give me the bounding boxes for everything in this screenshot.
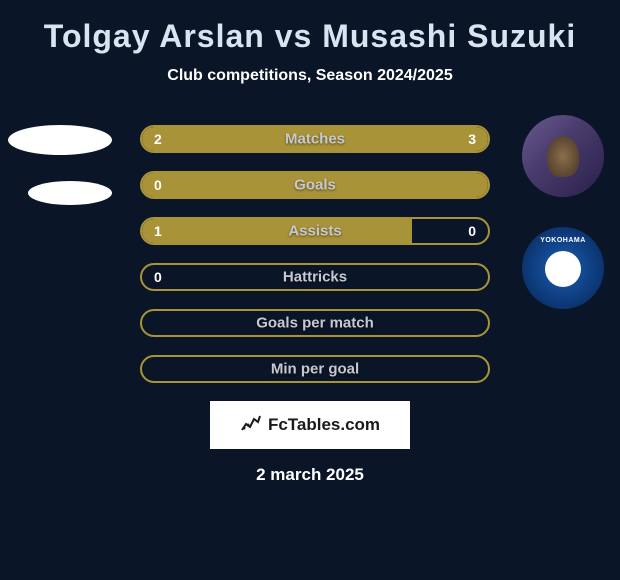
branding-text: FcTables.com bbox=[268, 415, 380, 435]
stats-bars: 2 3 Matches 0 Goals 1 0 Assists 0 Hattricks Goals … bbox=[140, 125, 490, 383]
left-avatar-column bbox=[8, 125, 112, 231]
stat-row-hattricks: 0 Hattricks bbox=[140, 263, 490, 291]
stat-label: Goals per match bbox=[256, 315, 374, 332]
value-left: 0 bbox=[154, 177, 162, 193]
value-right: 0 bbox=[468, 223, 476, 239]
branding-box: FcTables.com bbox=[210, 401, 410, 449]
subtitle: Club competitions, Season 2024/2025 bbox=[0, 67, 620, 85]
stat-label: Goals bbox=[294, 177, 336, 194]
date-label: 2 march 2025 bbox=[0, 465, 620, 485]
bar-left bbox=[142, 219, 412, 243]
player1-club-placeholder bbox=[28, 181, 112, 205]
player2-avatar bbox=[522, 115, 604, 197]
stat-row-goals: 0 Goals bbox=[140, 171, 490, 199]
stat-row-matches: 2 3 Matches bbox=[140, 125, 490, 153]
player1-avatar-placeholder bbox=[8, 125, 112, 155]
infographic-container: Tolgay Arslan vs Musashi Suzuki Club com… bbox=[0, 0, 620, 580]
branding-icon bbox=[240, 414, 262, 437]
comparison-area: 2 3 Matches 0 Goals 1 0 Assists 0 Hattricks Goals … bbox=[0, 125, 620, 383]
player2-club-badge bbox=[522, 227, 604, 309]
stat-label: Min per goal bbox=[271, 361, 359, 378]
value-left: 1 bbox=[154, 223, 162, 239]
stat-label: Matches bbox=[285, 131, 345, 148]
stat-row-min-per-goal: Min per goal bbox=[140, 355, 490, 383]
stat-row-assists: 1 0 Assists bbox=[140, 217, 490, 245]
stat-row-goals-per-match: Goals per match bbox=[140, 309, 490, 337]
stat-label: Hattricks bbox=[283, 269, 347, 286]
value-right: 3 bbox=[468, 131, 476, 147]
right-avatar-column bbox=[522, 115, 604, 339]
value-left: 0 bbox=[154, 269, 162, 285]
value-left: 2 bbox=[154, 131, 162, 147]
stat-label: Assists bbox=[288, 223, 341, 240]
main-title: Tolgay Arslan vs Musashi Suzuki bbox=[0, 18, 620, 55]
bar-left bbox=[142, 127, 280, 151]
